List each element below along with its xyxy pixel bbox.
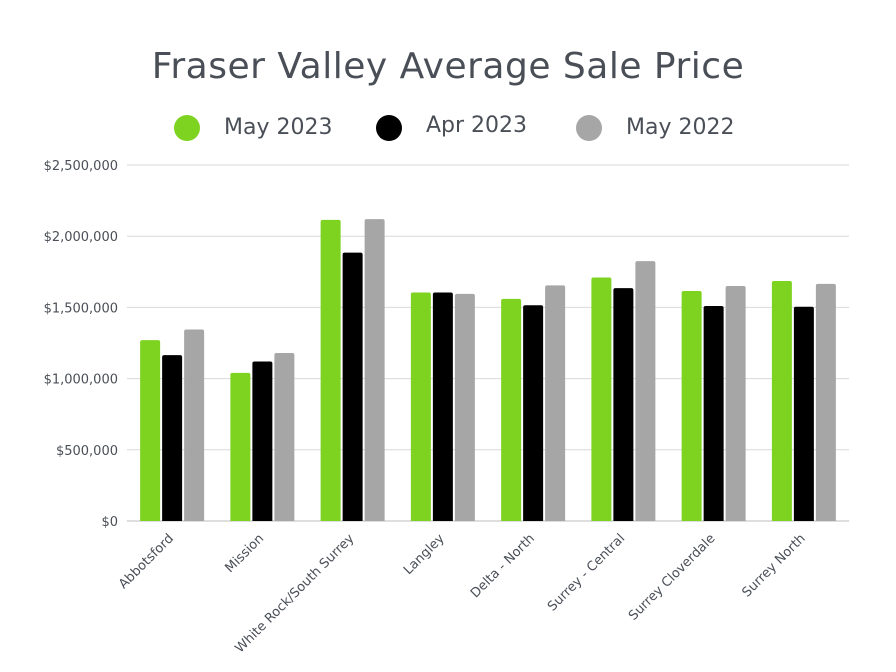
bar [274, 352, 295, 521]
x-tick-label: Abbotsford [116, 531, 177, 592]
bar [545, 285, 566, 521]
legend-swatch-icon [576, 115, 602, 141]
y-tick-label: $2,500,000 [44, 159, 118, 174]
y-tick-label: $2,000,000 [44, 230, 118, 245]
y-tick-label: $0 [101, 515, 118, 530]
bar [703, 305, 724, 521]
legend-label: Apr 2023 [426, 113, 528, 138]
bar [364, 219, 385, 521]
bar [342, 252, 363, 522]
x-tick-label: Delta - North [468, 531, 538, 601]
bar [591, 277, 612, 521]
bar [320, 219, 341, 521]
bar [230, 372, 251, 521]
bar [793, 306, 814, 521]
legend-swatch-icon [376, 115, 402, 141]
x-tick-label: Surrey - Central [545, 531, 628, 614]
legend-label: May 2023 [224, 115, 333, 140]
bar [501, 298, 522, 521]
y-tick-label: $500,000 [56, 444, 118, 459]
bar [410, 292, 431, 521]
x-tick-label: Langley [401, 531, 448, 578]
y-tick-label: $1,000,000 [44, 373, 118, 388]
bar [252, 361, 273, 521]
bar [635, 261, 656, 521]
bar [771, 281, 792, 521]
bar [613, 288, 634, 521]
x-tick-label: Mission [223, 531, 268, 576]
bar [815, 283, 836, 521]
bar [184, 329, 205, 521]
bar [681, 291, 702, 521]
bar [162, 355, 183, 521]
bar [140, 340, 161, 521]
x-tick-label: Surrey Cloverdale [626, 531, 718, 623]
bar [454, 293, 475, 521]
legend-swatch-icon [174, 115, 200, 141]
bar [725, 286, 746, 521]
legend: May 2023 Apr 2023 May 2022 [0, 110, 896, 150]
bar [432, 292, 453, 521]
y-tick-label: $1,500,000 [44, 301, 118, 316]
x-tick-label: Surrey North [740, 531, 809, 600]
bar [523, 305, 544, 521]
legend-label: May 2022 [626, 115, 735, 140]
chart-title: Fraser Valley Average Sale Price [151, 46, 745, 87]
